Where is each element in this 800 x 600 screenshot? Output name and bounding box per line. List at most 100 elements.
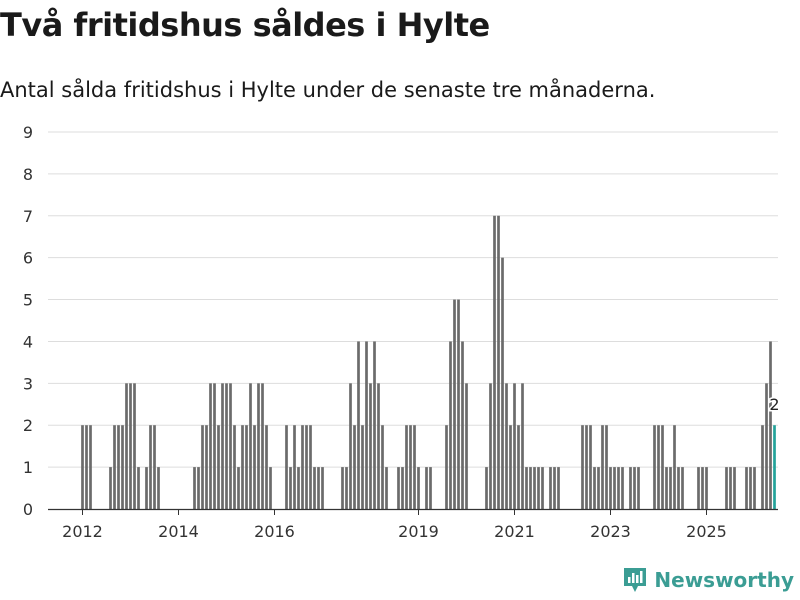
bar xyxy=(613,467,616,509)
bar xyxy=(549,467,552,509)
bar xyxy=(497,215,500,509)
bar xyxy=(81,425,84,509)
x-tick-label: 2012 xyxy=(62,522,103,541)
bar xyxy=(429,467,432,509)
bar xyxy=(765,383,768,509)
bar xyxy=(373,341,376,509)
bar xyxy=(541,467,544,509)
bar xyxy=(285,425,288,509)
bar xyxy=(345,467,348,509)
bar xyxy=(537,467,540,509)
bar xyxy=(89,425,92,509)
bar xyxy=(193,467,196,509)
bar xyxy=(413,425,416,509)
bar xyxy=(305,425,308,509)
bar xyxy=(601,425,604,509)
y-tick-label: 0 xyxy=(23,500,33,519)
data-label: 2 xyxy=(769,395,779,414)
bar xyxy=(409,425,412,509)
bar xyxy=(697,467,700,509)
bar xyxy=(501,257,504,509)
bar xyxy=(253,425,256,509)
bar xyxy=(745,467,748,509)
bar xyxy=(665,467,668,509)
x-axis-ticks: 2012 2014 2016 2019 2021 2023 2025 xyxy=(62,509,727,541)
bar xyxy=(117,425,120,509)
bar xyxy=(677,467,680,509)
bar xyxy=(529,467,532,509)
bar xyxy=(145,467,148,509)
bar xyxy=(361,425,364,509)
bar xyxy=(213,383,216,509)
bar xyxy=(729,467,732,509)
bar xyxy=(229,383,232,509)
bar xyxy=(769,341,772,509)
bar xyxy=(233,425,236,509)
bar xyxy=(397,467,400,509)
bar xyxy=(489,383,492,509)
bar xyxy=(705,467,708,509)
bar xyxy=(317,467,320,509)
bar xyxy=(157,467,160,509)
bar xyxy=(585,425,588,509)
bar xyxy=(669,467,672,509)
brand-logo: Newsworthy xyxy=(622,566,794,594)
bar xyxy=(605,425,608,509)
x-tick-label: 2019 xyxy=(398,522,439,541)
bar xyxy=(401,467,404,509)
bar xyxy=(673,425,676,509)
bar xyxy=(237,467,240,509)
bar xyxy=(621,467,624,509)
bar xyxy=(341,467,344,509)
bar xyxy=(153,425,156,509)
bar xyxy=(289,467,292,509)
bar xyxy=(461,341,464,509)
y-tick-label: 2 xyxy=(23,416,33,435)
bar xyxy=(533,467,536,509)
bar xyxy=(125,383,128,509)
y-tick-label: 4 xyxy=(23,332,33,351)
bar xyxy=(245,425,248,509)
bar xyxy=(733,467,736,509)
bar xyxy=(629,467,632,509)
chart-subtitle: Antal sålda fritidshus i Hylte under de … xyxy=(0,78,656,102)
bar xyxy=(525,467,528,509)
bar xyxy=(521,383,524,509)
y-axis-ticks: 0 1 2 3 4 5 6 7 8 9 xyxy=(23,123,33,519)
bar xyxy=(593,467,596,509)
bar xyxy=(365,341,368,509)
bar xyxy=(381,425,384,509)
bar xyxy=(357,341,360,509)
bar xyxy=(217,425,220,509)
x-tick-label: 2025 xyxy=(686,522,727,541)
bar xyxy=(465,383,468,509)
bar xyxy=(517,425,520,509)
bar xyxy=(129,383,132,509)
bar xyxy=(725,467,728,509)
bar xyxy=(653,425,656,509)
bar xyxy=(453,299,456,509)
bar xyxy=(249,383,252,509)
bar xyxy=(293,425,296,509)
bar-highlight xyxy=(773,425,776,509)
bar xyxy=(265,425,268,509)
bar xyxy=(449,341,452,509)
gridlines xyxy=(48,131,778,468)
bar xyxy=(753,467,756,509)
bar xyxy=(597,467,600,509)
bar xyxy=(509,425,512,509)
bar xyxy=(261,383,264,509)
bar xyxy=(221,383,224,509)
bar xyxy=(133,383,136,509)
bar xyxy=(701,467,704,509)
bar xyxy=(205,425,208,509)
bar xyxy=(109,467,112,509)
bar xyxy=(609,467,612,509)
y-tick-label: 7 xyxy=(23,207,33,226)
y-tick-label: 5 xyxy=(23,291,33,310)
bar xyxy=(197,467,200,509)
bar xyxy=(149,425,152,509)
y-tick-label: 6 xyxy=(23,249,33,268)
chart-title: Två fritidshus såldes i Hylte xyxy=(0,6,490,44)
